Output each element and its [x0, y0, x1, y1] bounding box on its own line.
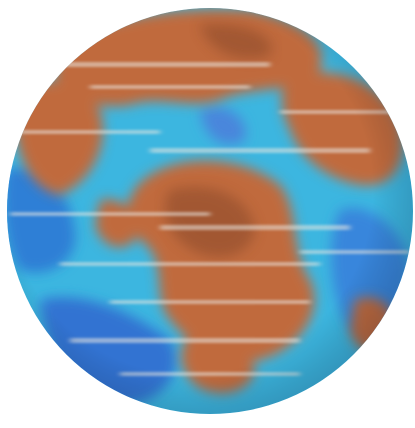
planet — [0, 0, 415, 428]
sphere-shading — [7, 8, 413, 414]
planet-scene — [0, 0, 415, 428]
page — [0, 0, 415, 428]
